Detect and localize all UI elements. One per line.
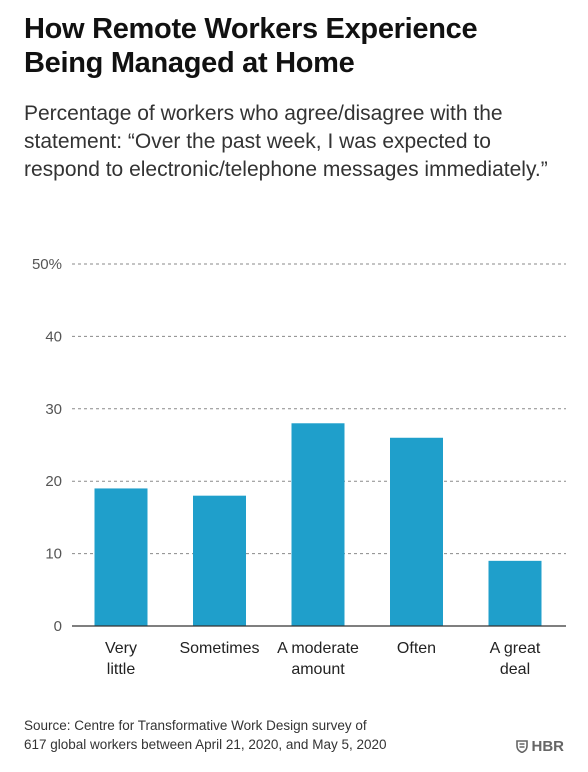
chart-subtitle: Percentage of workers who agree/disagree… — [24, 102, 548, 181]
x-category-label: deal — [500, 661, 530, 678]
bar — [94, 488, 148, 626]
y-tick-label: 50% — [32, 256, 62, 273]
x-category-label: amount — [291, 661, 345, 678]
bar — [291, 423, 345, 626]
bar — [488, 560, 542, 626]
y-tick-label: 40 — [45, 328, 62, 345]
y-tick-label: 10 — [45, 546, 62, 563]
x-category-label: Sometimes — [179, 640, 259, 657]
shield-icon — [515, 740, 528, 753]
source-line-2: 617 global workers between April 21, 202… — [24, 737, 387, 752]
y-tick-label: 20 — [45, 473, 62, 490]
chart-title: How Remote Workers Experience Being Mana… — [24, 12, 564, 80]
bar — [193, 495, 246, 626]
bar-chart: 0 10 20 30 40 50% Very little Sometimes A moderat… — [32, 256, 566, 678]
y-tick-label: 0 — [54, 618, 62, 635]
logo-text: HBR — [531, 738, 565, 755]
bar — [390, 437, 443, 626]
source-line-1: Source: Centre for Transformative Work D… — [24, 718, 367, 733]
title-line-2: Being Managed at Home — [24, 47, 355, 79]
x-category-label: A great — [490, 640, 541, 657]
hbr-logo: HBR — [515, 738, 565, 755]
x-category-label: little — [107, 661, 136, 678]
x-category-label: A moderate — [277, 640, 359, 657]
source-note: Source: Centre for Transformative Work D… — [24, 716, 484, 754]
title-line-1: How Remote Workers Experience — [24, 13, 478, 45]
y-tick-label: 30 — [45, 401, 62, 418]
x-category-label: Often — [397, 640, 436, 657]
x-category-label: Very — [105, 640, 137, 657]
